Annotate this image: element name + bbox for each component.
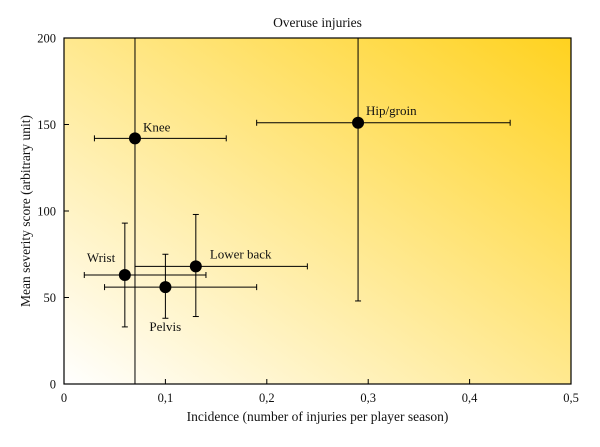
- x-tick-label: 0,4: [462, 391, 478, 405]
- x-axis-ticks: 0 0,1 0,2 0,3 0,4 0,5: [61, 379, 579, 405]
- y-tick-label: 150: [37, 118, 56, 132]
- y-axis-ticks: 0 50 100 150 200: [37, 32, 69, 392]
- point-label-pelvis: Pelvis: [149, 319, 181, 334]
- y-tick-label: 0: [50, 378, 56, 392]
- x-tick-label: 0,1: [158, 391, 174, 405]
- x-tick-label: 0,2: [259, 391, 275, 405]
- x-tick-label: 0,5: [563, 391, 579, 405]
- plot-area: [64, 38, 571, 384]
- data-point-hip-groin: [352, 116, 365, 129]
- point-labels: Knee Hip/groin Lower back Wrist Pelvis: [87, 103, 417, 334]
- data-point-wrist: [118, 269, 131, 282]
- y-axis-label: Mean severity score (arbitrary unit): [18, 115, 33, 307]
- plot-frame: [63, 37, 572, 385]
- point-label-wrist: Wrist: [87, 250, 116, 265]
- data-points: [118, 116, 365, 294]
- data-point-lower-back: [189, 260, 202, 273]
- chart-title: Overuse injuries: [273, 15, 362, 30]
- point-label-knee: Knee: [143, 119, 171, 134]
- x-axis-label: Incidence (number of injuries per player…: [187, 409, 449, 424]
- y-tick-label: 200: [37, 32, 56, 46]
- x-tick-label: 0,3: [360, 391, 376, 405]
- data-point-pelvis: [159, 281, 172, 294]
- x-tick-label: 0: [61, 391, 67, 405]
- point-label-lower-back: Lower back: [210, 246, 272, 261]
- data-point-knee: [128, 132, 141, 145]
- point-label-hip-groin: Hip/groin: [366, 103, 417, 118]
- y-tick-label: 50: [44, 291, 57, 305]
- y-tick-label: 100: [37, 205, 56, 219]
